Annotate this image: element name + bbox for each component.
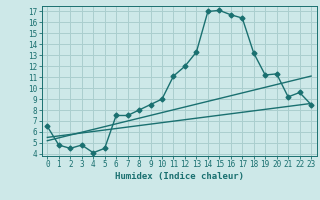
X-axis label: Humidex (Indice chaleur): Humidex (Indice chaleur) — [115, 172, 244, 181]
